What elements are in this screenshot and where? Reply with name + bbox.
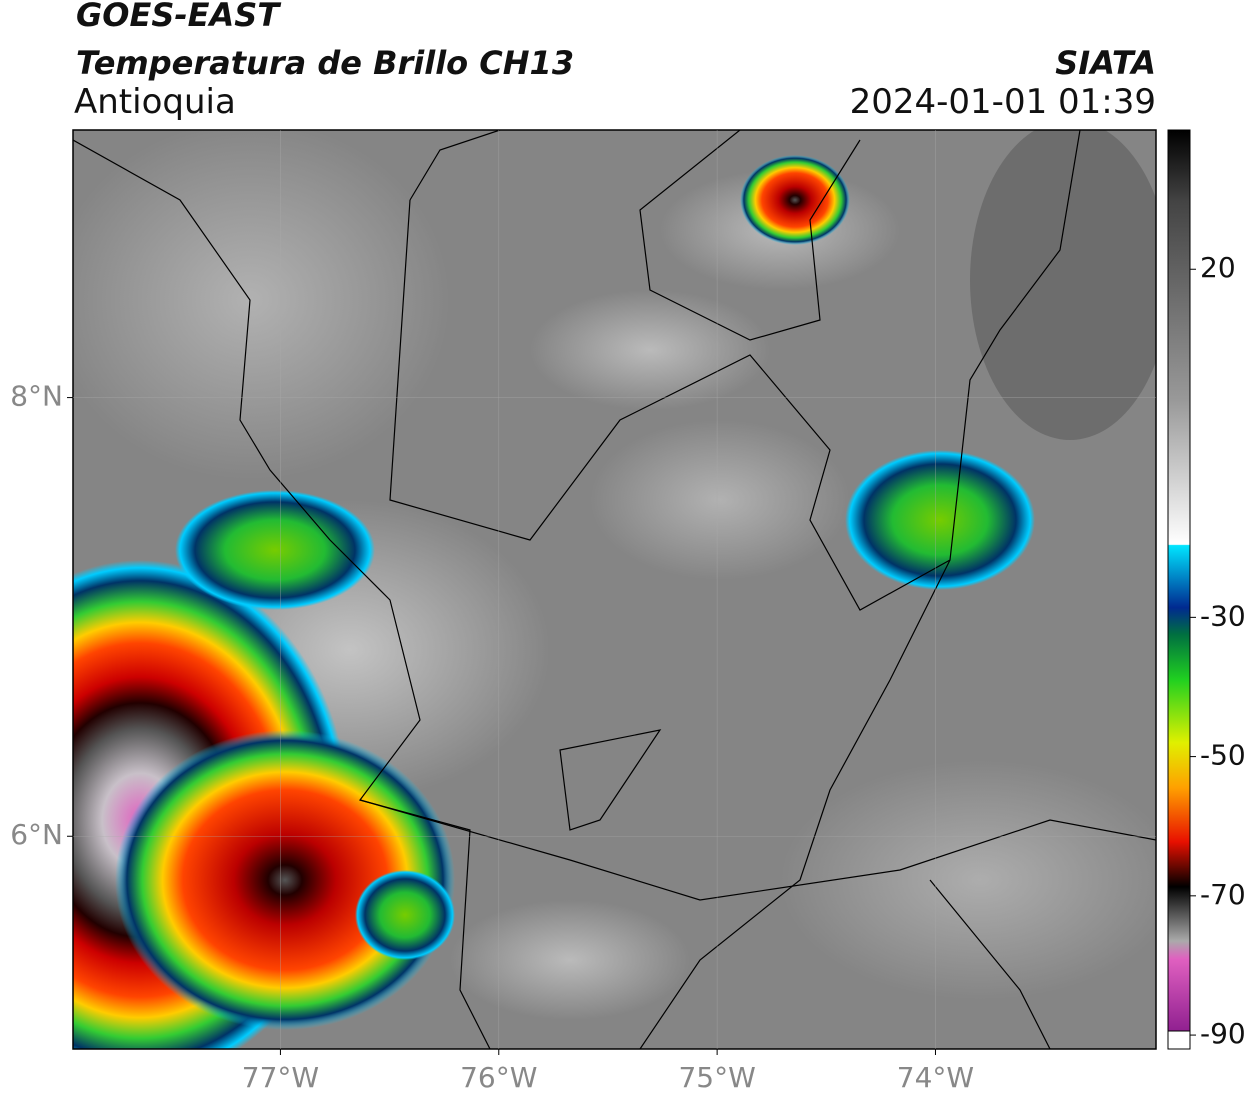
satellite-image [73, 130, 1156, 1049]
colorbar-tick-label: -70 [1200, 878, 1246, 911]
map-frame [72, 129, 1157, 1050]
y-tick-label: 6°N [10, 818, 63, 851]
colorbar-tick-label: 20 [1200, 251, 1236, 284]
source: SIATA [1055, 44, 1156, 82]
x-tick-label: 74°W [897, 1061, 974, 1094]
region: Antioquia [74, 82, 236, 122]
x-tick-label: 77°W [242, 1061, 319, 1094]
colorbar-under [1167, 1030, 1191, 1050]
colorbar-tick-label: -90 [1200, 1017, 1246, 1050]
title: GOES-EAST [76, 0, 280, 34]
colorbar [1167, 129, 1191, 1032]
x-tick-label: 76°W [460, 1061, 537, 1094]
colorbar-tick-label: -50 [1200, 739, 1246, 772]
x-tick-label: 75°W [678, 1061, 755, 1094]
subtitle: Temperatura de Brillo CH13 [76, 44, 575, 82]
datetime: 2024-01-01 01:39 [849, 82, 1156, 122]
colorbar-tick-label: -30 [1200, 599, 1246, 632]
y-tick-label: 8°N [10, 380, 63, 413]
